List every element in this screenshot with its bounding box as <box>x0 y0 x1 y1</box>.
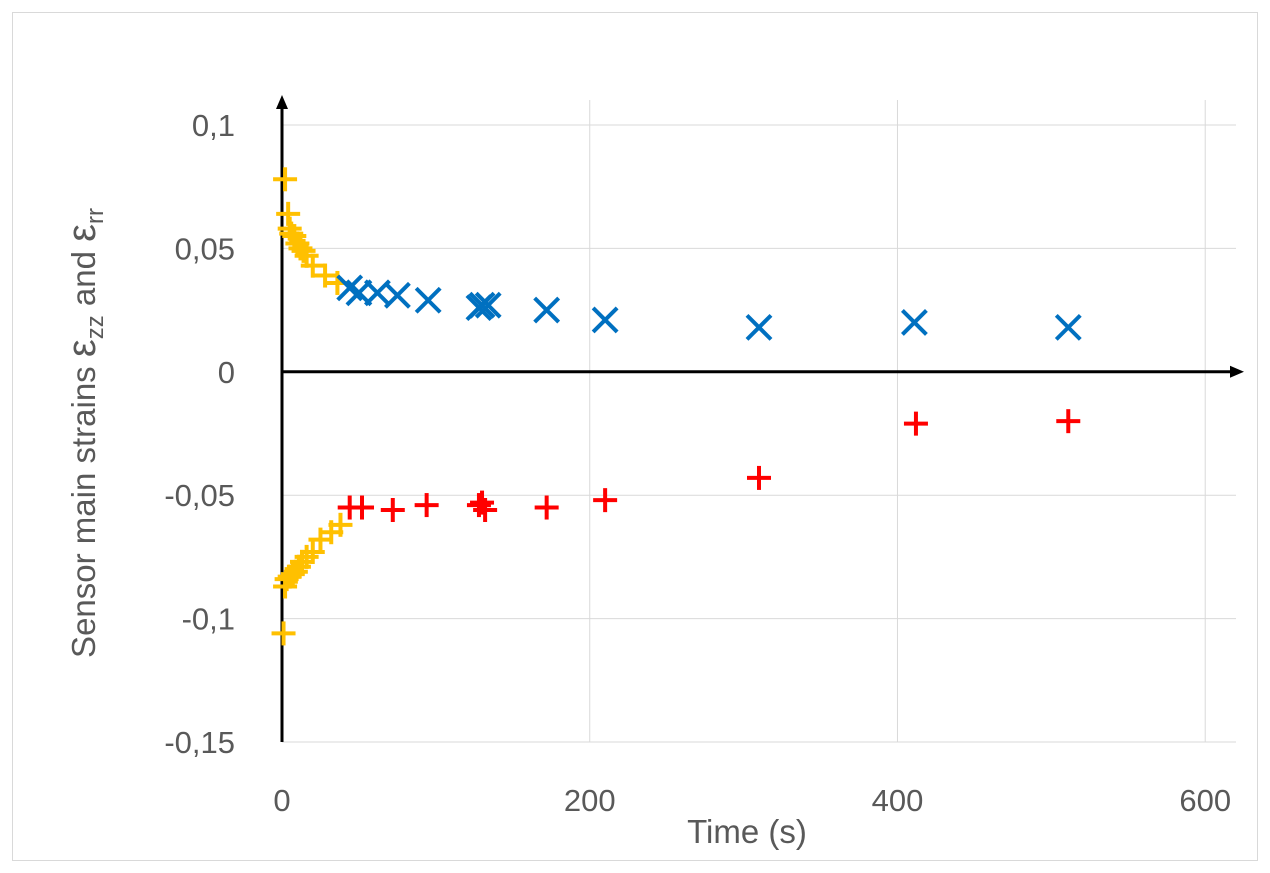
x-marker-stroke <box>474 291 502 319</box>
y-tick-label: -0,1 <box>182 602 235 637</box>
y-axis-title-middle: and <box>65 242 102 315</box>
plus-marker <box>291 238 316 263</box>
y-axis-title: Sensor main strains εzz and εrr <box>60 208 109 658</box>
plus-marker <box>414 493 439 518</box>
x-marker-stroke <box>383 281 411 309</box>
x-marker <box>1054 313 1082 341</box>
x-tick-label: 0 <box>273 783 290 818</box>
x-marker-stroke <box>1054 313 1082 341</box>
plus-marker <box>300 539 325 564</box>
x-marker <box>383 281 411 309</box>
y-axis-title-subscript-1: zz <box>82 315 109 339</box>
plus-marker <box>1056 409 1081 434</box>
x-marker <box>900 309 928 336</box>
y-axis-title-subscript-2: rr <box>82 208 109 224</box>
x-marker <box>474 291 502 319</box>
chart-frame: 0,1 0,05 0 -0,05 -0,1 -0,15 0 200 400 600 Time (s… <box>12 12 1258 861</box>
plus-marker <box>271 621 296 646</box>
x-marker-stroke <box>336 274 364 302</box>
x-tick-label: 400 <box>872 783 924 818</box>
data-markers <box>271 167 1082 646</box>
plus-marker <box>747 465 771 490</box>
plus-marker <box>313 263 338 288</box>
x-marker <box>745 313 773 341</box>
x-marker-stroke <box>900 309 928 336</box>
plus-marker <box>300 253 325 278</box>
gridlines <box>282 100 1236 743</box>
x-tick-label: 200 <box>564 783 616 818</box>
plus-marker <box>328 512 353 537</box>
y-tick-label: -0,05 <box>164 478 235 513</box>
x-axis-title: Time (s) <box>687 813 807 850</box>
x-marker <box>414 286 442 314</box>
x-marker-stroke <box>591 306 619 334</box>
y-axis-title-symbol-1: ε <box>60 339 104 357</box>
plus-marker <box>466 493 491 518</box>
plus-marker <box>903 411 928 436</box>
y-axis-title-symbol-2: ε <box>60 224 104 242</box>
tick-labels: 0,1 0,05 0 -0,05 -0,1 -0,15 0 200 400 600 <box>164 108 1231 818</box>
axes <box>276 95 1244 742</box>
plus-marker <box>350 495 375 520</box>
x-axis-arrow <box>1230 365 1244 378</box>
y-axis-title-prefix: Sensor main strains <box>65 357 102 658</box>
plus-marker <box>593 488 618 513</box>
x-tick-label: 600 <box>1179 783 1231 818</box>
x-marker-stroke <box>533 296 561 324</box>
y-tick-label: 0 <box>218 355 235 390</box>
x-marker <box>468 291 496 319</box>
x-marker <box>591 306 619 334</box>
y-axis-arrow <box>276 95 288 109</box>
x-marker-stroke <box>414 286 442 314</box>
y-tick-label: 0,1 <box>192 108 235 143</box>
plus-marker <box>380 498 405 523</box>
plus-marker <box>273 167 298 192</box>
x-marker <box>533 296 561 324</box>
y-tick-label: -0,15 <box>164 725 235 760</box>
scatter-chart: 0,1 0,05 0 -0,05 -0,1 -0,15 0 200 400 600 Time (s… <box>60 95 1244 850</box>
x-marker-stroke <box>745 313 773 341</box>
y-tick-label: 0,05 <box>175 231 235 266</box>
plus-marker <box>473 498 498 523</box>
plus-marker <box>534 495 559 520</box>
x-marker-stroke <box>468 291 496 319</box>
